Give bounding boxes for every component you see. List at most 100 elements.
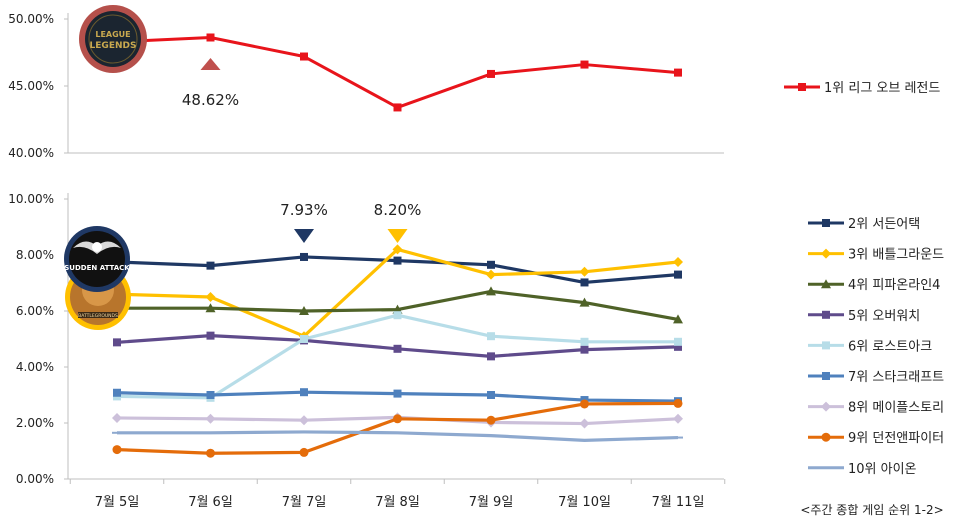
x-tick-label: 7월 6일 [188, 495, 233, 510]
x-tick-label: 7월 8일 [375, 495, 420, 510]
legend-label: 6위 로스트아크 [848, 339, 932, 354]
data-point [393, 103, 402, 112]
logo-band [78, 312, 118, 318]
data-point [580, 278, 589, 287]
x-tick-label: 7월 11일 [652, 495, 705, 510]
data-point [393, 311, 402, 320]
data-point [487, 391, 495, 399]
legend-bottom: 2위 서든어택 3위 배틀그라운드 4위 피파온라인4 5위 오버워치 6위 로스트아크… [808, 217, 944, 477]
legend-label: 9위 던전앤파이터 [848, 431, 944, 446]
legend-item: 1위 리그 오브 레전드 [784, 81, 940, 96]
data-point [300, 388, 308, 397]
series-9 [112, 430, 683, 442]
logo-disc [85, 11, 141, 67]
data-point [487, 332, 495, 341]
data-point [487, 352, 495, 361]
legend-label: 4위 피파온라인4 [848, 278, 940, 293]
data-point [393, 389, 402, 398]
data-point [486, 286, 496, 296]
data-point [674, 337, 682, 346]
data-point [393, 256, 402, 265]
league-of-legends-logo: LEAGUE LEGENDS [79, 5, 147, 73]
legend-marker [798, 83, 806, 91]
y-tick-label: 0.00% [16, 472, 54, 486]
legend-marker [822, 372, 830, 380]
logo-text: LEGENDS [90, 41, 137, 51]
legend-top: 1위 리그 오브 레전드 [784, 81, 940, 96]
y-tick-label: 2.00% [16, 416, 54, 430]
y-tick-label: 45.00% [8, 79, 54, 93]
logo-disc [69, 231, 125, 287]
data-point [205, 292, 216, 302]
data-point [673, 413, 683, 424]
data-point [205, 413, 216, 424]
data-point [299, 447, 309, 457]
data-point [299, 306, 309, 315]
y-tick-label: 10.00% [8, 192, 54, 206]
data-point [112, 412, 122, 423]
y-tick-label: 50.00% [8, 12, 54, 26]
legend-label: 1위 리그 오브 레전드 [824, 81, 940, 96]
data-point [205, 303, 216, 313]
sudden-attack-logo: SUDDEN ATTACK [64, 226, 130, 292]
y-tick-label: 8.00% [16, 248, 54, 262]
data-point [206, 391, 215, 399]
data-point [206, 448, 215, 458]
legend-item: 3위 배틀그라운드 [808, 248, 944, 263]
data-point [579, 418, 590, 429]
data-point [579, 297, 590, 307]
logo-text: LEAGUE [95, 30, 130, 39]
legend-item: 10위 아이온 [808, 462, 917, 477]
legend-label: 10위 아이온 [848, 462, 917, 477]
logo-text: BATTLEGROUNDS [78, 313, 118, 319]
data-point [206, 33, 215, 42]
series-line [116, 401, 679, 455]
data-point [673, 398, 683, 408]
data-point [113, 338, 121, 347]
annotation-marker [200, 58, 221, 70]
logo-emblem [92, 242, 102, 252]
annotation-label: 48.62% [182, 91, 239, 109]
legend-label: 7위 스타크래프트 [848, 370, 944, 385]
x-tick-label: 7월 7일 [282, 495, 327, 510]
logo-inner-ring [88, 14, 138, 64]
data-point [300, 52, 308, 61]
legend-marker [822, 341, 830, 350]
data-point [393, 344, 402, 353]
legend-marker [821, 279, 831, 289]
data-point [580, 60, 589, 69]
legend-item: 7위 스타크래프트 [808, 370, 944, 385]
data-point [113, 388, 121, 397]
legend-label: 8위 메이플스토리 [848, 401, 944, 416]
data-point [580, 399, 589, 409]
legend-item: 4위 피파온라인4 [808, 278, 940, 293]
x-tick-label: 7월 10일 [558, 495, 611, 510]
logos: LEAGUE LEGENDS BATTLEGROUNDS SUDDEN ATTACK [64, 5, 147, 330]
legend-item: 5위 오버워치 [808, 309, 920, 324]
y-tick-label: 6.00% [16, 304, 54, 318]
series-4 [113, 331, 682, 361]
legend-item: 8위 메이플스토리 [808, 401, 944, 416]
data-point [674, 270, 682, 279]
series-5 [113, 311, 682, 402]
chart-caption: <주간 종합 게임 순위 1-2> [800, 503, 943, 517]
legend-marker [821, 248, 831, 259]
x-tick-label: 7월 5일 [95, 495, 140, 510]
legend-item: 2위 서든어택 [808, 217, 920, 232]
data-point [487, 260, 495, 269]
data-point [299, 415, 309, 426]
y-tick-label: 40.00% [8, 146, 54, 160]
annotation-marker [387, 229, 408, 243]
annotation-label: 7.93% [280, 201, 328, 219]
annotation-marker [294, 229, 314, 243]
data-point [580, 345, 589, 354]
data-point [486, 269, 496, 280]
data-point [300, 335, 308, 343]
data-point [673, 257, 683, 267]
data-point [579, 266, 590, 277]
legend-label: 3위 배틀그라운드 [848, 248, 944, 263]
series-8 [112, 398, 683, 458]
data-point [486, 415, 496, 425]
data-point [393, 414, 402, 424]
